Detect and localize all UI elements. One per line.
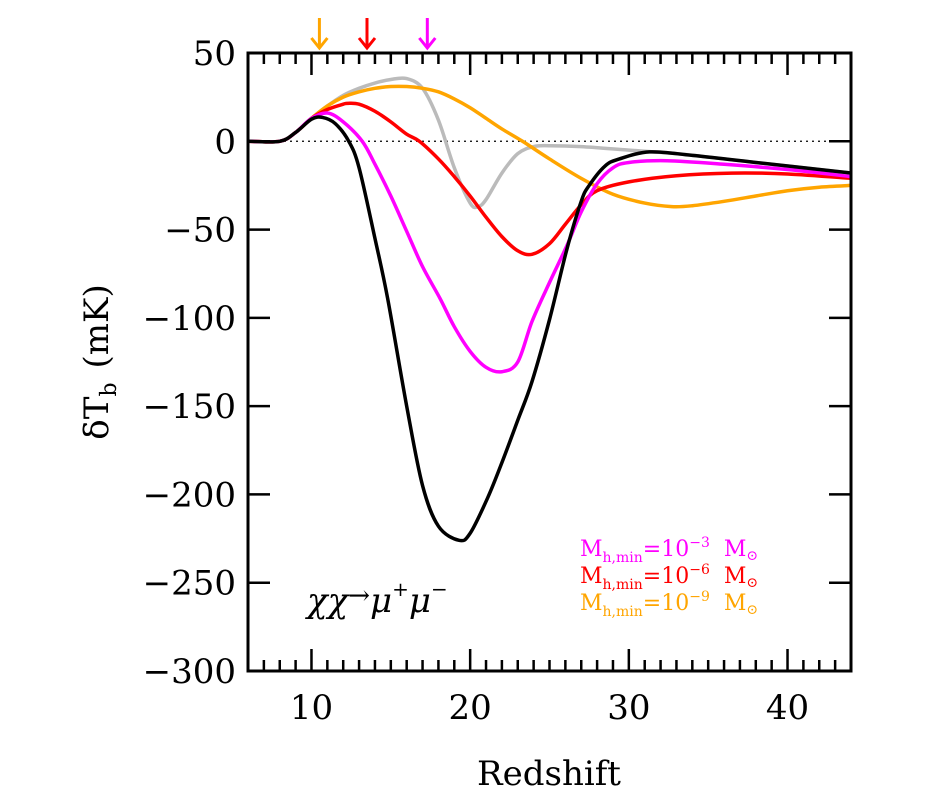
series-line-2 [248,101,851,257]
x-tick-label: 30 [607,688,650,728]
y-axis-title-main: δT [77,396,117,439]
redshift-arrow-marker [310,18,329,51]
tick-labels: 10 20 30 40 50 0 −50 −100 −150 −200 −250 −300 [143,34,810,728]
y-tick-label: −150 [143,387,236,427]
y-tick-label: −100 [143,299,236,339]
series-layer [248,76,851,543]
x-tick-label: 20 [449,688,492,728]
y-tick-label: −50 [164,211,236,251]
process-annotation: χχ→μ+μ− [305,577,448,621]
x-tick-label: 10 [290,688,333,728]
series-line-4 [248,115,851,543]
x-tick-label: 40 [766,688,809,728]
series-line-0 [248,76,851,210]
plot-frame [246,51,853,673]
y-tick-label: 0 [214,122,236,162]
y-axis-title-sub: b [97,382,122,396]
series-line-3 [248,111,851,374]
svg-text:χχ→μ+μ−: χχ→μ+μ− [305,577,448,621]
axis-ticks [246,51,853,673]
redshift-arrow-marker [357,18,377,51]
y-axis-title-unit: (mK) [77,284,117,368]
y-axis-title: δTb (mK) [77,284,122,439]
svg-text:δTb(mK): δTb (mK) [77,284,122,439]
y-tick-label: −200 [143,475,236,515]
legend-entry: Mh,min=10−6 M⊙ [580,562,758,593]
series-line-1 [248,84,851,209]
annotation-chi-chi: χχ [305,581,351,621]
annotation-minus-sign: − [431,577,448,601]
plot-area [248,76,851,543]
annotation-mu-minus: μ [409,581,431,621]
legend-entry: Mh,min=10−3 M⊙ [580,535,758,566]
annotation-mu-plus: μ [370,581,392,621]
y-tick-label: −300 [143,652,236,692]
legend: Mh,min=10−3 M⊙Mh,min=10−6 M⊙Mh,min=10−9 M⊙ [580,535,758,620]
legend-entry: Mh,min=10−9 M⊙ [580,589,758,620]
y-tick-label: 50 [193,34,236,74]
y-tick-label: −250 [143,564,236,604]
annotation-plus-sign: + [392,577,409,601]
redshift-markers [310,18,437,51]
annotation-arrow: → [348,581,370,611]
redshift-arrow-marker [418,18,437,51]
x-axis-title: Redshift [477,754,621,794]
